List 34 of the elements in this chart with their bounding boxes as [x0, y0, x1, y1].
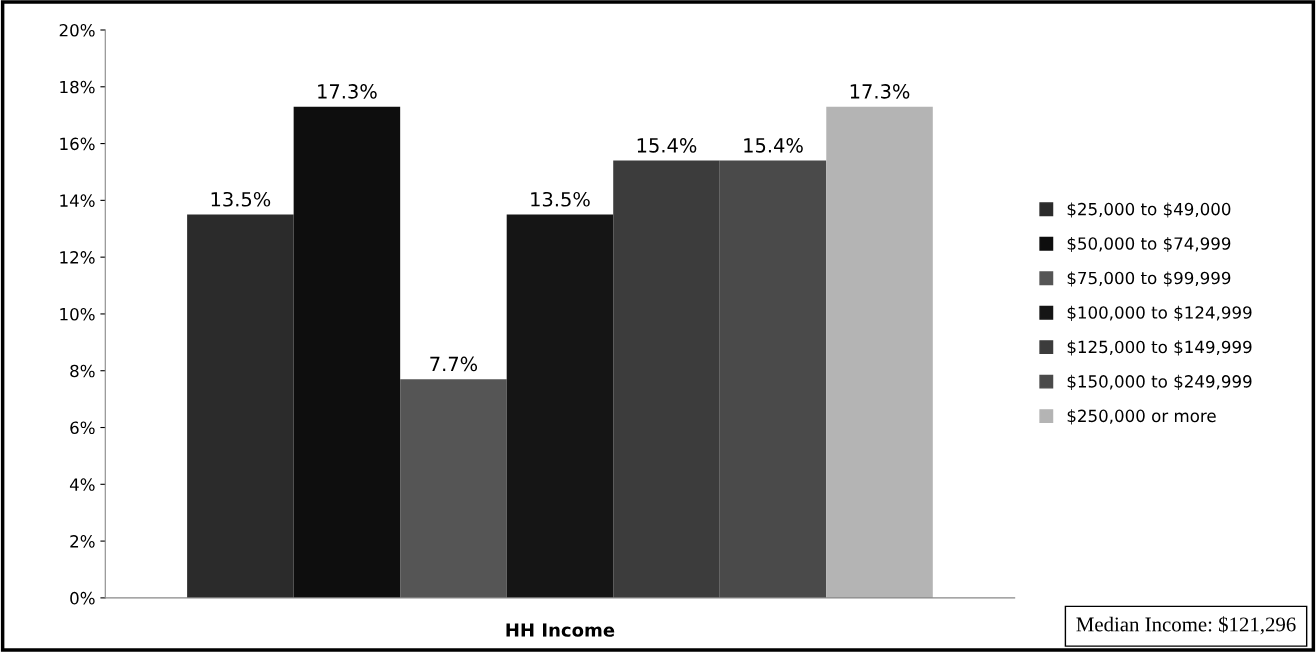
legend-label: $25,000 to $49,000 [1067, 202, 1231, 218]
y-tick-label: 0% [70, 591, 95, 605]
text: Median Income: $121,296 [1076, 616, 1296, 635]
data-label: 13.5% [211, 191, 271, 207]
y-tick-label: 8% [70, 364, 95, 378]
y-tick-label: 10% [60, 307, 95, 321]
legend-label: $125,000 to $149,999 [1067, 340, 1252, 356]
data-label: 15.4% [637, 137, 697, 153]
bar [506, 214, 614, 598]
data-label: 15.4% [744, 137, 803, 153]
data-label: 7.7% [430, 356, 478, 372]
data-label: 13.5% [531, 191, 590, 207]
y-tick-label: 20% [59, 23, 95, 37]
y-tick-label: 16% [60, 137, 95, 151]
y-tick-label: 2% [70, 535, 95, 548]
legend-label: $150,000 to $249,999 [1067, 374, 1252, 390]
bar [293, 106, 401, 598]
bar [400, 379, 507, 598]
data-label: 17.3% [850, 84, 910, 99]
data-label: 17.3% [318, 84, 377, 99]
bar [187, 214, 294, 598]
y-tick-label: 18% [60, 80, 95, 94]
y-tick-label: 14% [60, 194, 95, 207]
bar [719, 160, 827, 598]
y-tick-label: 12% [60, 251, 95, 264]
legend-label: $250,000 or more [1067, 409, 1216, 425]
y-tick-label: 6% [70, 421, 95, 435]
legend-label: $100,000 to $124,999 [1067, 305, 1252, 321]
y-tick-label: 4% [69, 478, 95, 491]
legend-label: $75,000 to $99,999 [1067, 271, 1231, 287]
legend-label: $50,000 to $74,999 [1067, 236, 1231, 253]
x-tick-label: HH Income [506, 623, 615, 637]
bar [826, 106, 933, 598]
bar [613, 160, 720, 598]
